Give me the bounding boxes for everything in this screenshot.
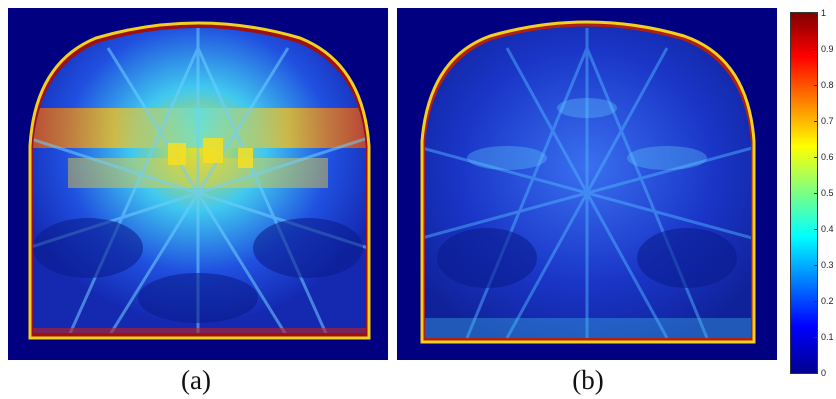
colorbar-tick-label: 0.1 [821, 332, 834, 342]
colorbar-tick-label: 0.7 [821, 116, 834, 126]
colorbar-tick-label: 0.9 [821, 44, 834, 54]
colorbar-tick-mark [814, 301, 818, 302]
colorbar-tick-label: 0.8 [821, 80, 834, 90]
colorbar: 1 0.9 0.8 0.7 0.6 0.5 0.4 0.3 0.2 0.1 0 [790, 8, 836, 384]
colorbar-tick-mark [814, 373, 818, 374]
colorbar-tick-mark [814, 49, 818, 50]
colorbar-tick-label: 0.5 [821, 188, 834, 198]
colorbar-tick-mark [814, 13, 818, 14]
colorbar-tick-mark [814, 337, 818, 338]
colorbar-tick-mark [814, 85, 818, 86]
colorbar-tick-mark [814, 265, 818, 266]
colorbar-tick-mark [814, 229, 818, 230]
heatmap-panel-b [397, 8, 777, 360]
colorbar-tick-label: 0.3 [821, 260, 834, 270]
colorbar-tick-mark [814, 121, 818, 122]
colorbar-tick-label: 0 [821, 368, 827, 378]
caption-b: (b) [572, 365, 604, 395]
colorbar-tick-label: 0.4 [821, 224, 834, 234]
heatmap-image-b [397, 8, 777, 360]
heatmap-image-a [8, 8, 388, 360]
colorbar-tick-mark [814, 157, 818, 158]
colorbar-tick-mark [814, 193, 818, 194]
colorbar-tick-label: 0.2 [821, 296, 834, 306]
colorbar-tick-label: 0.6 [821, 152, 834, 162]
caption-a: (a) [181, 365, 211, 395]
heatmap-panel-a [8, 8, 388, 360]
colorbar-tick-label: 1 [821, 8, 827, 18]
